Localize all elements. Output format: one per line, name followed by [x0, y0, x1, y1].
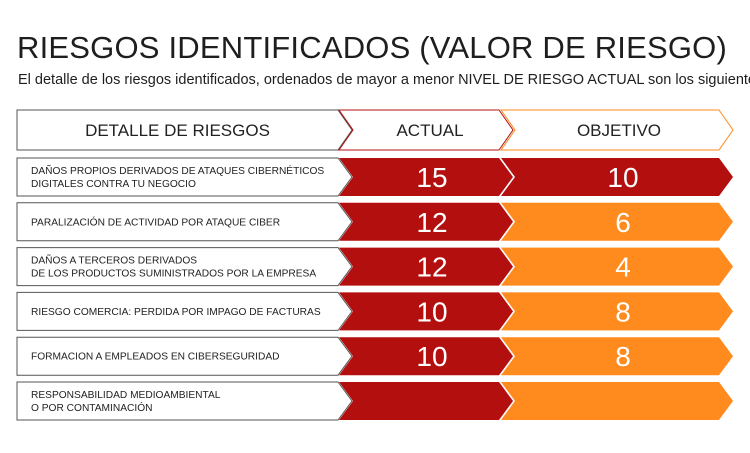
risk-label-line: O POR CONTAMINACIÓN: [31, 401, 153, 414]
risk-objective-value: 10: [607, 162, 638, 193]
risk-actual-cell: [339, 247, 513, 286]
risk-actual-cell: [339, 337, 513, 376]
risk-actual-value: 15: [416, 162, 447, 193]
risk-label-line: RESPONSABILIDAD MEDIOAMBIENTAL: [31, 390, 221, 401]
risk-detail-cell: [16, 381, 353, 421]
header-actual-label: ACTUAL: [396, 121, 463, 140]
risk-label-line: PARALIZACIÓN DE ACTIVIDAD POR ATAQUE CIB…: [31, 215, 280, 228]
header-detail-label: DETALLE DE RIESGOS: [85, 121, 270, 140]
risk-objective-cell: [501, 292, 733, 331]
risk-objective-cell: [501, 337, 733, 376]
header-objective-label: OBJETIVO: [577, 121, 661, 140]
risk-actual-cell: [339, 382, 513, 420]
risk-label-line: DAÑOS PROPIOS DERIVADOS DE ATAQUES CIBER…: [31, 164, 324, 177]
risk-label-line: RIESGO COMERCIA: PERDIDA POR IMPAGO DE F…: [31, 307, 321, 318]
risk-detail-cell: [16, 247, 353, 287]
risk-label-line: DE LOS PRODUCTOS SUMINISTRADOS POR LA EM…: [31, 269, 316, 280]
risk-label-line: DIGITALES CONTRA TU NEGOCIO: [31, 179, 196, 190]
risk-actual-cell: [339, 202, 513, 241]
risk-objective-cell: [501, 247, 733, 286]
risk-objective-cell: [501, 382, 733, 420]
risk-actual-cell: [339, 292, 513, 331]
risk-objective-value: 8: [615, 296, 631, 327]
page-title: RIESGOS IDENTIFICADOS (VALOR DE RIESGO): [17, 30, 727, 65]
risk-actual-value: 10: [416, 341, 447, 372]
risk-actual-cell: [339, 158, 513, 196]
risk-objective-value: 8: [615, 341, 631, 372]
risk-objective-value: 6: [615, 207, 631, 238]
page-subtitle: El detalle de los riesgos identificados,…: [18, 72, 750, 88]
risk-actual-value: 10: [416, 296, 447, 327]
risk-detail-cell: [16, 157, 353, 197]
header-objective-cell: [500, 109, 734, 151]
risk-detail-cell: [16, 336, 353, 376]
risk-label-line: FORMACION A EMPLEADOS EN CIBERSEGURIDAD: [31, 352, 280, 363]
risk-actual-value: 12: [416, 252, 447, 283]
risk-detail-cell: [16, 291, 353, 331]
risk-objective-value: 4: [615, 252, 631, 283]
risk-detail-cell: [16, 202, 353, 242]
risk-actual-value: 12: [416, 207, 447, 238]
risk-objective-cell: [501, 202, 733, 241]
risk-label-line: DAÑOS A TERCEROS DERIVADOS: [31, 254, 197, 267]
header-actual-cell: [338, 109, 514, 151]
risk-objective-cell: [501, 158, 733, 196]
header-detail-cell: [16, 109, 353, 151]
